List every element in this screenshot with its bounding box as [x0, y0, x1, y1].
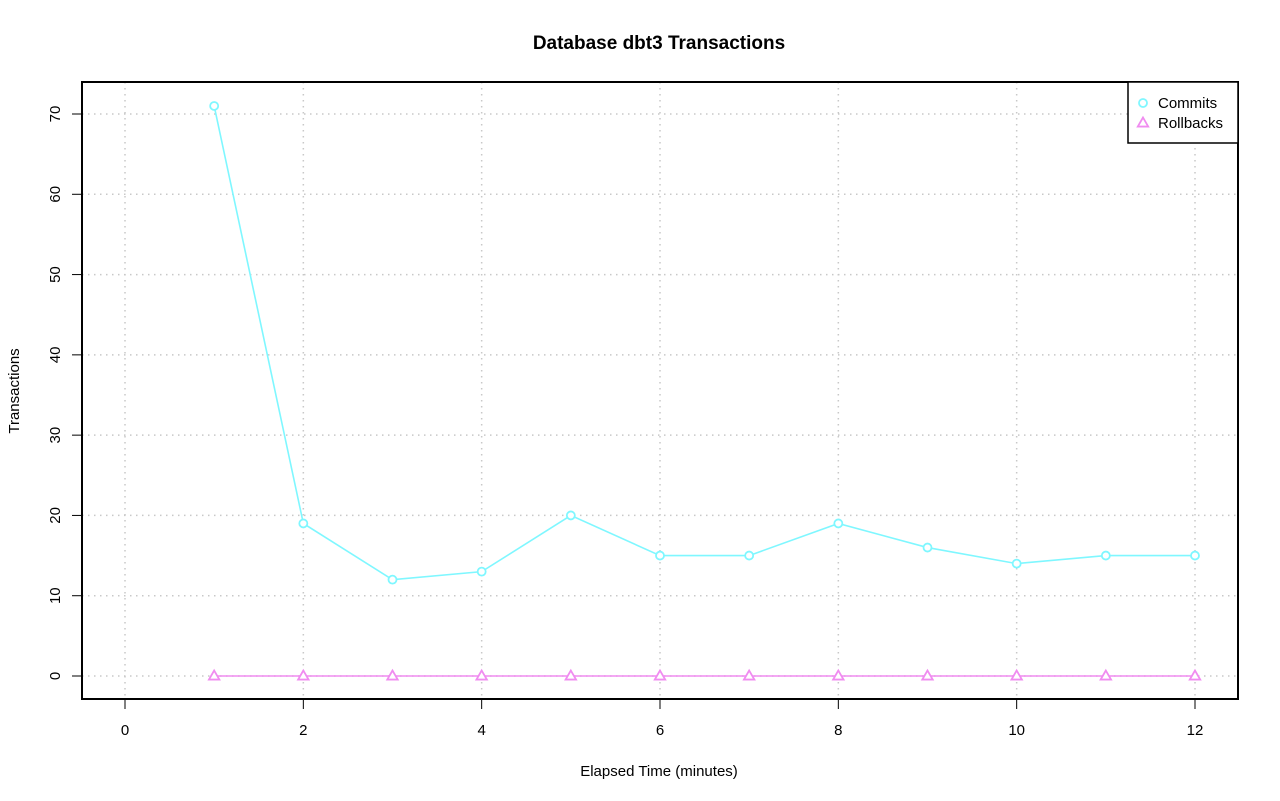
y-tick-label: 40 [47, 347, 64, 364]
legend-commits-marker [1138, 98, 1148, 108]
commits-point [744, 550, 755, 561]
rollbacks-point [1009, 668, 1024, 681]
x-tick-label: 4 [477, 722, 485, 739]
commits-point [1011, 558, 1022, 569]
commits-point [1190, 550, 1200, 561]
y-tick-label: 10 [47, 587, 64, 604]
rollbacks-point [1099, 668, 1113, 681]
rollbacks-point [385, 668, 400, 681]
commits-point [476, 566, 487, 577]
y-tick-label: 0 [47, 672, 64, 680]
rollbacks-point [653, 668, 667, 681]
rollbacks-point [474, 668, 489, 681]
x-tick-label: 8 [834, 722, 842, 739]
x-axis: 0 2 4 6 8 10 12 [121, 699, 1204, 739]
x-tick-label: 10 [1008, 722, 1025, 739]
rollbacks-point [920, 668, 935, 681]
x-tick-label: 6 [656, 722, 664, 739]
legend-rollbacks-marker [1136, 115, 1150, 128]
commits-point [387, 574, 398, 585]
legend-commits-label: Commits [1158, 95, 1217, 112]
y-tick-label: 30 [47, 427, 64, 444]
rollbacks-point [564, 668, 578, 681]
rollbacks-point [831, 668, 846, 681]
commits-point [922, 542, 933, 553]
commits-point [655, 550, 665, 561]
commits-point [209, 101, 220, 111]
commits-point [1100, 550, 1111, 561]
y-tick-label: 70 [47, 106, 64, 123]
y-tick-label: 20 [47, 507, 64, 524]
legend-box [1127, 81, 1239, 144]
rollbacks-point [1188, 668, 1202, 681]
chart-title: Database dbt3 Transactions [533, 33, 785, 54]
series-layer [207, 101, 1202, 681]
x-tick-label: 0 [121, 722, 129, 739]
commits-line [213, 105, 1195, 581]
commits-point [565, 510, 576, 521]
legend-rollbacks-label: Rollbacks [1158, 115, 1223, 132]
rollbacks-point [296, 668, 311, 681]
x-tick-label: 2 [299, 722, 307, 739]
x-axis-label: Elapsed Time (minutes) [580, 763, 738, 780]
commits-point [833, 518, 844, 529]
rollbacks-point [742, 668, 756, 681]
rollbacks-point [207, 668, 221, 681]
commits-point [298, 518, 309, 529]
legend: Commits Rollbacks [1127, 81, 1239, 144]
y-axis: 0 10 20 30 40 50 60 70 [47, 106, 82, 680]
x-tick-label: 12 [1187, 722, 1204, 739]
y-tick-label: 50 [47, 266, 64, 283]
y-tick-label: 60 [47, 186, 64, 203]
y-axis-label: Transactions [6, 348, 23, 433]
